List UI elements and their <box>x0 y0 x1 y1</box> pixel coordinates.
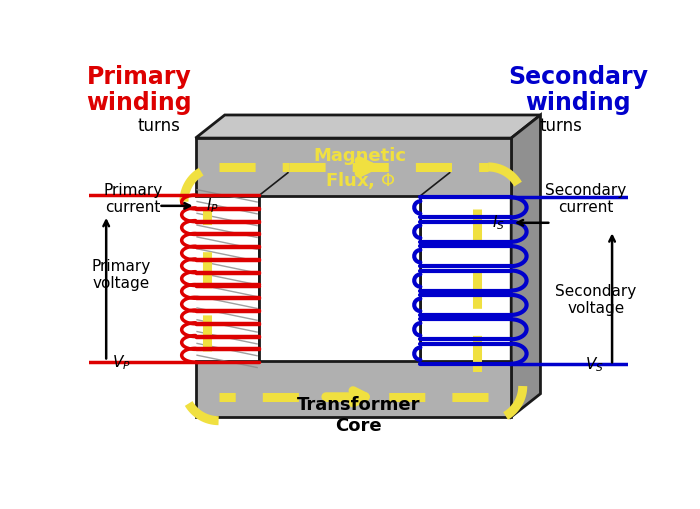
Text: Primary
winding: Primary winding <box>87 65 192 115</box>
Text: turns: turns <box>539 117 582 134</box>
Text: $V_P$: $V_P$ <box>112 354 131 373</box>
Polygon shape <box>195 115 540 138</box>
Text: $I_P$: $I_P$ <box>206 196 219 215</box>
Polygon shape <box>511 115 540 417</box>
Text: Secondary
current: Secondary current <box>545 183 626 215</box>
Text: turns: turns <box>137 117 180 134</box>
Polygon shape <box>258 196 420 361</box>
Text: Primary
voltage: Primary voltage <box>92 259 151 291</box>
Text: Transformer
Core: Transformer Core <box>297 396 421 435</box>
Polygon shape <box>195 138 511 417</box>
Text: Secondary
voltage: Secondary voltage <box>555 284 636 316</box>
Text: Primary
current: Primary current <box>104 183 163 215</box>
Text: $I_S$: $I_S$ <box>492 213 505 232</box>
Text: Secondary
winding: Secondary winding <box>508 65 648 115</box>
Text: Magnetic
Flux, $\Phi$: Magnetic Flux, $\Phi$ <box>314 147 407 191</box>
Text: $V_S$: $V_S$ <box>584 355 603 374</box>
